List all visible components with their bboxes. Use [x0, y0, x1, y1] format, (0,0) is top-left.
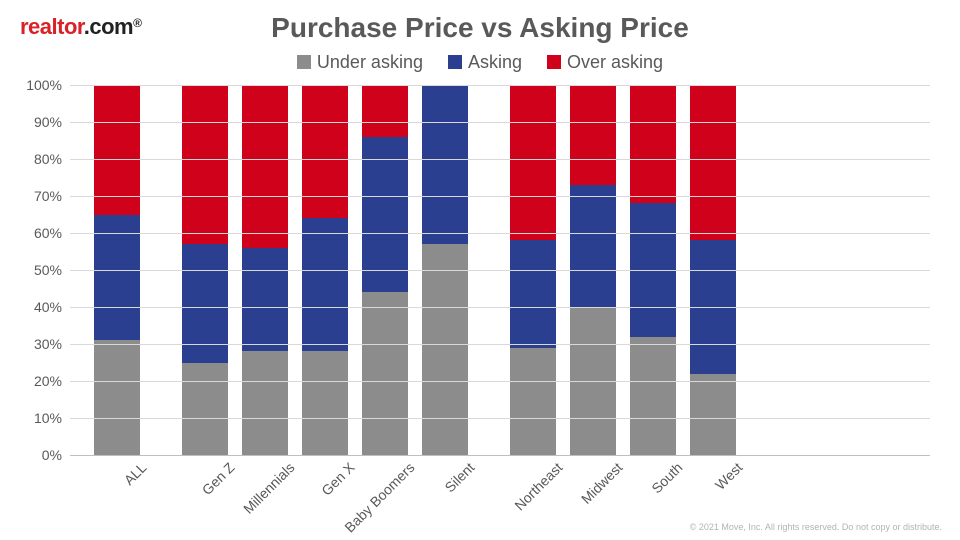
x-axis-label: West: [730, 455, 746, 471]
chart-title: Purchase Price vs Asking Price: [0, 12, 960, 44]
gridline: [70, 418, 930, 419]
legend-swatch: [448, 55, 462, 69]
x-axis-label: Baby Boomers: [402, 455, 418, 471]
bar-segment: [362, 292, 408, 455]
bar-segment: [94, 340, 140, 455]
gridline: [70, 307, 930, 308]
x-axis-label: Gen Z: [222, 455, 238, 471]
bar-segment: [302, 218, 348, 351]
bar-segment: [570, 85, 616, 185]
y-axis-label: 0%: [42, 447, 62, 463]
bar-segment: [362, 85, 408, 137]
legend-label: Under asking: [317, 52, 423, 72]
y-axis-label: 70%: [34, 188, 62, 204]
bar-segment: [362, 137, 408, 292]
legend: Under asking Asking Over asking: [0, 52, 960, 73]
gridline: [70, 122, 930, 123]
bar-segment: [630, 85, 676, 203]
x-axis-label: Gen X: [342, 455, 358, 471]
gridline: [70, 85, 930, 86]
bar-segment: [242, 351, 288, 455]
bar-segment: [242, 248, 288, 352]
bar-segment: [570, 185, 616, 307]
x-axis-label: Northeast: [550, 455, 566, 471]
y-axis-label: 90%: [34, 114, 62, 130]
bar-segment: [182, 85, 228, 244]
y-axis-label: 30%: [34, 336, 62, 352]
bar-segment: [422, 85, 468, 244]
copyright-footer: © 2021 Move, Inc. All rights reserved. D…: [690, 522, 942, 532]
chart-plot: 0%10%20%30%40%50%60%70%80%90%100%ALLGen …: [70, 85, 930, 456]
gridline: [70, 196, 930, 197]
gridline: [70, 381, 930, 382]
gridline: [70, 270, 930, 271]
legend-swatch: [547, 55, 561, 69]
bar-segment: [422, 244, 468, 455]
y-axis-label: 100%: [26, 77, 62, 93]
y-axis-label: 10%: [34, 410, 62, 426]
y-axis-label: 60%: [34, 225, 62, 241]
gridline: [70, 344, 930, 345]
bar-segment: [690, 85, 736, 240]
legend-label: Over asking: [567, 52, 663, 72]
x-axis-label: Millennials: [282, 455, 298, 471]
bar-segment: [302, 351, 348, 455]
x-axis-label: South: [670, 455, 686, 471]
bar-segment: [302, 85, 348, 218]
legend-item: Over asking: [547, 52, 663, 73]
legend-swatch: [297, 55, 311, 69]
y-axis-label: 50%: [34, 262, 62, 278]
legend-item: Asking: [448, 52, 522, 73]
y-axis-label: 80%: [34, 151, 62, 167]
bar-segment: [630, 337, 676, 455]
y-axis-label: 20%: [34, 373, 62, 389]
bar-segment: [510, 85, 556, 240]
gridline: [70, 159, 930, 160]
gridline: [70, 233, 930, 234]
legend-item: Under asking: [297, 52, 423, 73]
bar-segment: [182, 363, 228, 456]
x-axis-label: ALL: [134, 455, 150, 471]
x-axis-label: Midwest: [610, 455, 626, 471]
bar-segment: [690, 374, 736, 455]
legend-label: Asking: [468, 52, 522, 72]
bar-segment: [510, 348, 556, 455]
bar-segment: [510, 240, 556, 347]
y-axis-label: 40%: [34, 299, 62, 315]
bar-segment: [242, 85, 288, 248]
x-axis-label: Silent: [462, 455, 478, 471]
